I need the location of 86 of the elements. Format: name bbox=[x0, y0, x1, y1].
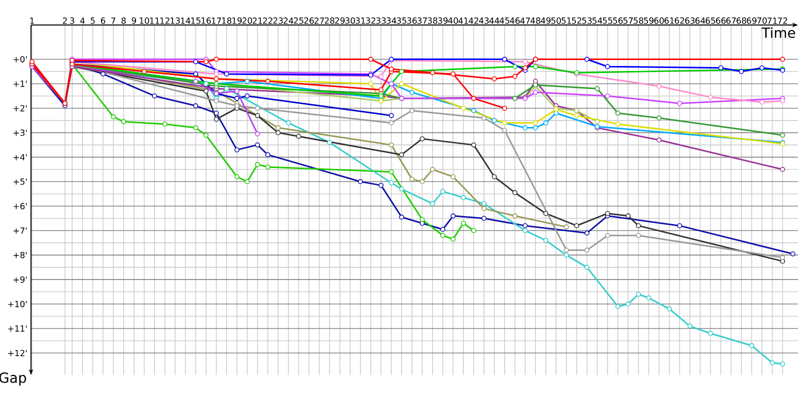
x-tick-label: 19 bbox=[232, 17, 242, 24]
y-tick-label: +5' bbox=[14, 178, 27, 185]
x-tick-label: 24 bbox=[284, 18, 294, 24]
x-tick-label: 59 bbox=[644, 17, 654, 24]
x-tick-label: 8 bbox=[122, 17, 126, 24]
x-tick-label: 38 bbox=[428, 17, 438, 24]
x-tick-label: 4 bbox=[80, 18, 85, 24]
x-tick-label: 5 bbox=[90, 18, 95, 24]
x-tick-label: 35 bbox=[396, 17, 406, 24]
x-tick-label: 58 bbox=[634, 17, 644, 24]
y-tick-label: +1' bbox=[14, 80, 27, 87]
x-tick-label: 33 bbox=[376, 17, 386, 24]
x-tick-label: 30 bbox=[345, 17, 355, 24]
y-tick-label: +0' bbox=[14, 56, 27, 62]
x-tick-label: 54 bbox=[592, 18, 602, 24]
x-tick-label: 17 bbox=[212, 18, 221, 24]
x-tick-label: 11 bbox=[150, 18, 160, 24]
y-tick-label: +10' bbox=[8, 300, 27, 308]
x-tick-label: 16 bbox=[202, 17, 211, 24]
x-tick-label: 1 bbox=[30, 18, 34, 24]
x-tick-label: 60 bbox=[654, 17, 664, 24]
x-tick-label: 56 bbox=[613, 17, 623, 24]
x-tick-label: 6 bbox=[100, 17, 106, 24]
x-tick-label: 41 bbox=[458, 18, 468, 24]
x-tick-label: 51 bbox=[562, 18, 571, 24]
x-tick-label: 39 bbox=[438, 17, 448, 24]
x-tick-label: 55 bbox=[602, 18, 612, 24]
x-tick-label: 67 bbox=[726, 17, 736, 24]
x-tick-label: 66 bbox=[716, 17, 726, 24]
x-tick-label: 72 bbox=[778, 18, 788, 24]
x-tick-label: 7 bbox=[111, 18, 116, 24]
y-tick-label: +9' bbox=[14, 276, 27, 283]
x-tick-label: 50 bbox=[551, 17, 561, 24]
x-tick-label: 69 bbox=[746, 17, 756, 24]
x-tick-label: 25 bbox=[294, 17, 304, 24]
x-tick-label: 42 bbox=[468, 18, 478, 24]
y-tick-label: +3' bbox=[14, 129, 27, 136]
x-tick-label: 15 bbox=[191, 18, 200, 24]
x-tick-label: 47 bbox=[520, 18, 530, 24]
x-tick-label: 68 bbox=[736, 17, 746, 24]
x-tick-label: 22 bbox=[263, 18, 272, 24]
y-tick-label: +11' bbox=[8, 325, 27, 332]
x-tick-label: 37 bbox=[417, 17, 427, 24]
x-tick-label: 44 bbox=[489, 18, 500, 24]
x-tick-label: 10 bbox=[140, 17, 150, 24]
x-tick-label: 9 bbox=[132, 17, 136, 24]
x-tick-label: 34 bbox=[386, 17, 396, 24]
x-axis-title: Time bbox=[762, 27, 796, 38]
x-tick-label: 62 bbox=[674, 17, 684, 24]
x-tick-label: 43 bbox=[479, 17, 489, 24]
y-tick-label: +4' bbox=[14, 154, 27, 160]
x-tick-label: 65 bbox=[706, 17, 716, 24]
x-tick-label: 49 bbox=[540, 17, 551, 24]
x-tick-label: 46 bbox=[510, 17, 520, 24]
y-tick-label: +8' bbox=[14, 252, 27, 258]
x-tick-label: 57 bbox=[623, 18, 633, 24]
x-tick-label: 61 bbox=[664, 17, 674, 24]
x-tick-label: 23 bbox=[273, 17, 283, 24]
y-tick-label: +7' bbox=[14, 228, 27, 234]
x-tick-label: 3 bbox=[70, 17, 74, 24]
x-tick-label: 48 bbox=[530, 17, 540, 24]
x-tick-label: 28 bbox=[324, 17, 334, 24]
x-tick-label: 31 bbox=[356, 17, 366, 24]
x-tick-label: 36 bbox=[407, 17, 417, 24]
x-tick-label: 40 bbox=[448, 17, 458, 24]
x-tick-label: 18 bbox=[222, 17, 232, 24]
x-tick-label: 2 bbox=[62, 18, 67, 24]
x-tick-label: 63 bbox=[685, 17, 695, 24]
x-tick-label: 29 bbox=[335, 17, 345, 24]
x-tick-label: 71 bbox=[768, 18, 777, 24]
y-tick-label: +2' bbox=[14, 105, 27, 112]
x-tick-label: 32 bbox=[366, 17, 376, 24]
x-tick-label: 64 bbox=[695, 17, 706, 24]
x-tick-label: 45 bbox=[500, 18, 510, 24]
y-tick-label: +12' bbox=[8, 350, 27, 356]
x-tick-label: 53 bbox=[582, 17, 592, 24]
x-tick-label: 13 bbox=[170, 17, 180, 24]
x-tick-label: 52 bbox=[572, 17, 582, 24]
x-tick-label: 26 bbox=[304, 17, 314, 24]
x-tick-label: 70 bbox=[757, 17, 767, 24]
x-tick-label: 27 bbox=[314, 18, 324, 24]
x-tick-label: 20 bbox=[242, 17, 252, 24]
x-tick-label: 14 bbox=[180, 18, 190, 24]
x-tick-label: 21 bbox=[252, 18, 262, 24]
x-tick-label: 12 bbox=[160, 18, 170, 24]
y-tick-label: +6' bbox=[14, 202, 27, 210]
